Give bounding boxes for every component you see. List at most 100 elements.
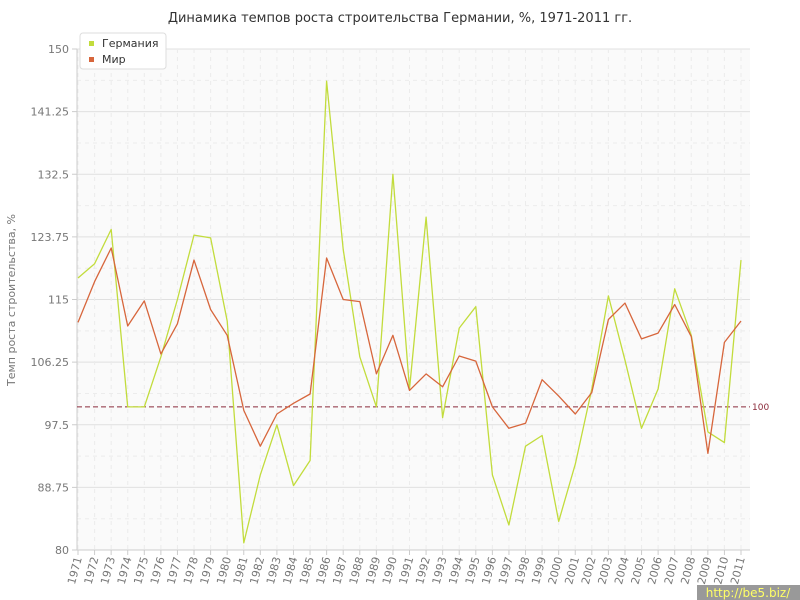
data-point-world[interactable] bbox=[76, 320, 80, 324]
data-point-world[interactable] bbox=[739, 319, 743, 323]
y-tick-label: 123.75 bbox=[31, 231, 70, 244]
data-point-world[interactable] bbox=[524, 421, 528, 425]
data-point-world[interactable] bbox=[424, 372, 428, 376]
data-point-world[interactable] bbox=[540, 378, 544, 382]
data-point-germany[interactable] bbox=[358, 355, 362, 359]
data-point-germany[interactable] bbox=[507, 523, 511, 527]
data-point-germany[interactable] bbox=[126, 405, 130, 409]
data-point-world[interactable] bbox=[358, 300, 362, 304]
data-point-world[interactable] bbox=[490, 405, 494, 409]
data-point-germany[interactable] bbox=[225, 319, 229, 323]
data-point-germany[interactable] bbox=[93, 262, 97, 266]
y-axis-title: Темп роста строительства, % bbox=[5, 214, 18, 387]
data-point-germany[interactable] bbox=[457, 326, 461, 330]
data-point-germany[interactable] bbox=[557, 519, 561, 523]
watermark-link[interactable]: http://be5.biz/ bbox=[706, 586, 791, 600]
data-point-world[interactable] bbox=[308, 392, 312, 396]
series-group bbox=[76, 79, 743, 545]
data-point-germany[interactable] bbox=[109, 227, 113, 231]
data-point-world[interactable] bbox=[209, 308, 213, 312]
data-point-germany[interactable] bbox=[142, 405, 146, 409]
legend-swatch-world bbox=[89, 57, 94, 62]
legend-label-world: Мир bbox=[102, 53, 126, 66]
y-tick-label: 80 bbox=[55, 544, 69, 557]
data-point-world[interactable] bbox=[689, 335, 693, 339]
data-point-germany[interactable] bbox=[76, 276, 80, 280]
data-point-world[interactable] bbox=[474, 359, 478, 363]
data-point-world[interactable] bbox=[590, 391, 594, 395]
data-point-germany[interactable] bbox=[374, 405, 378, 409]
reference-line-group: 100 bbox=[77, 403, 769, 413]
data-point-world[interactable] bbox=[656, 331, 660, 335]
data-point-world[interactable] bbox=[408, 388, 412, 392]
data-point-world[interactable] bbox=[441, 385, 445, 389]
data-point-germany[interactable] bbox=[623, 358, 627, 362]
y-tick-label: 141.25 bbox=[31, 106, 70, 119]
data-point-germany[interactable] bbox=[739, 258, 743, 262]
grid-vertical bbox=[77, 49, 742, 550]
data-point-world[interactable] bbox=[722, 340, 726, 344]
data-point-world[interactable] bbox=[291, 401, 295, 405]
data-point-germany[interactable] bbox=[540, 433, 544, 437]
x-axis-ticks: 1971197219731974197519761977197819791980… bbox=[65, 550, 748, 586]
legend-box bbox=[79, 32, 167, 70]
data-point-world[interactable] bbox=[623, 301, 627, 305]
data-point-germany[interactable] bbox=[490, 473, 494, 477]
data-point-world[interactable] bbox=[109, 246, 113, 250]
data-point-world[interactable] bbox=[457, 354, 461, 358]
data-point-germany[interactable] bbox=[341, 247, 345, 251]
data-point-germany[interactable] bbox=[192, 233, 196, 237]
grid-horizontal bbox=[77, 48, 750, 520]
data-point-germany[interactable] bbox=[242, 541, 246, 545]
data-point-world[interactable] bbox=[93, 280, 97, 284]
watermark[interactable]: http://be5.biz/ bbox=[697, 585, 800, 600]
data-point-germany[interactable] bbox=[308, 459, 312, 463]
x-tick-label: 2011 bbox=[728, 555, 748, 585]
data-point-world[interactable] bbox=[275, 412, 279, 416]
series-line-world bbox=[77, 247, 742, 455]
data-point-world[interactable] bbox=[325, 256, 329, 260]
reference-line-label: 100 bbox=[752, 403, 769, 413]
data-point-germany[interactable] bbox=[640, 426, 644, 430]
data-point-germany[interactable] bbox=[209, 236, 213, 240]
data-point-germany[interactable] bbox=[441, 416, 445, 420]
data-point-world[interactable] bbox=[225, 333, 229, 337]
data-point-world[interactable] bbox=[573, 412, 577, 416]
legend[interactable]: Германия Мир bbox=[79, 32, 167, 70]
data-point-germany[interactable] bbox=[391, 172, 395, 176]
data-point-world[interactable] bbox=[341, 298, 345, 302]
data-point-germany[interactable] bbox=[424, 215, 428, 219]
data-point-world[interactable] bbox=[673, 303, 677, 307]
data-point-germany[interactable] bbox=[474, 305, 478, 309]
data-point-germany[interactable] bbox=[291, 484, 295, 488]
chart-title: Динамика темпов роста строительства Герм… bbox=[168, 11, 632, 26]
data-point-world[interactable] bbox=[706, 451, 710, 455]
data-point-world[interactable] bbox=[507, 426, 511, 430]
data-point-world[interactable] bbox=[258, 444, 262, 448]
data-point-world[interactable] bbox=[391, 333, 395, 337]
data-point-world[interactable] bbox=[192, 258, 196, 262]
legend-label-germany: Германия bbox=[102, 37, 158, 50]
data-point-germany[interactable] bbox=[706, 430, 710, 434]
data-point-world[interactable] bbox=[159, 352, 163, 356]
data-point-world[interactable] bbox=[640, 337, 644, 341]
data-point-germany[interactable] bbox=[175, 298, 179, 302]
data-point-germany[interactable] bbox=[275, 423, 279, 427]
data-point-world[interactable] bbox=[557, 394, 561, 398]
data-point-world[interactable] bbox=[606, 318, 610, 322]
data-point-germany[interactable] bbox=[573, 462, 577, 466]
data-point-germany[interactable] bbox=[673, 287, 677, 291]
data-point-germany[interactable] bbox=[722, 441, 726, 445]
y-tick-label: 106.25 bbox=[31, 356, 70, 369]
data-point-world[interactable] bbox=[142, 299, 146, 303]
data-point-germany[interactable] bbox=[606, 294, 610, 298]
data-point-world[interactable] bbox=[175, 322, 179, 326]
data-point-germany[interactable] bbox=[258, 473, 262, 477]
data-point-world[interactable] bbox=[126, 324, 130, 328]
data-point-germany[interactable] bbox=[656, 387, 660, 391]
data-point-world[interactable] bbox=[242, 408, 246, 412]
data-point-germany[interactable] bbox=[524, 444, 528, 448]
data-point-germany[interactable] bbox=[325, 79, 329, 83]
watermark-bg bbox=[697, 585, 800, 600]
data-point-world[interactable] bbox=[374, 372, 378, 376]
